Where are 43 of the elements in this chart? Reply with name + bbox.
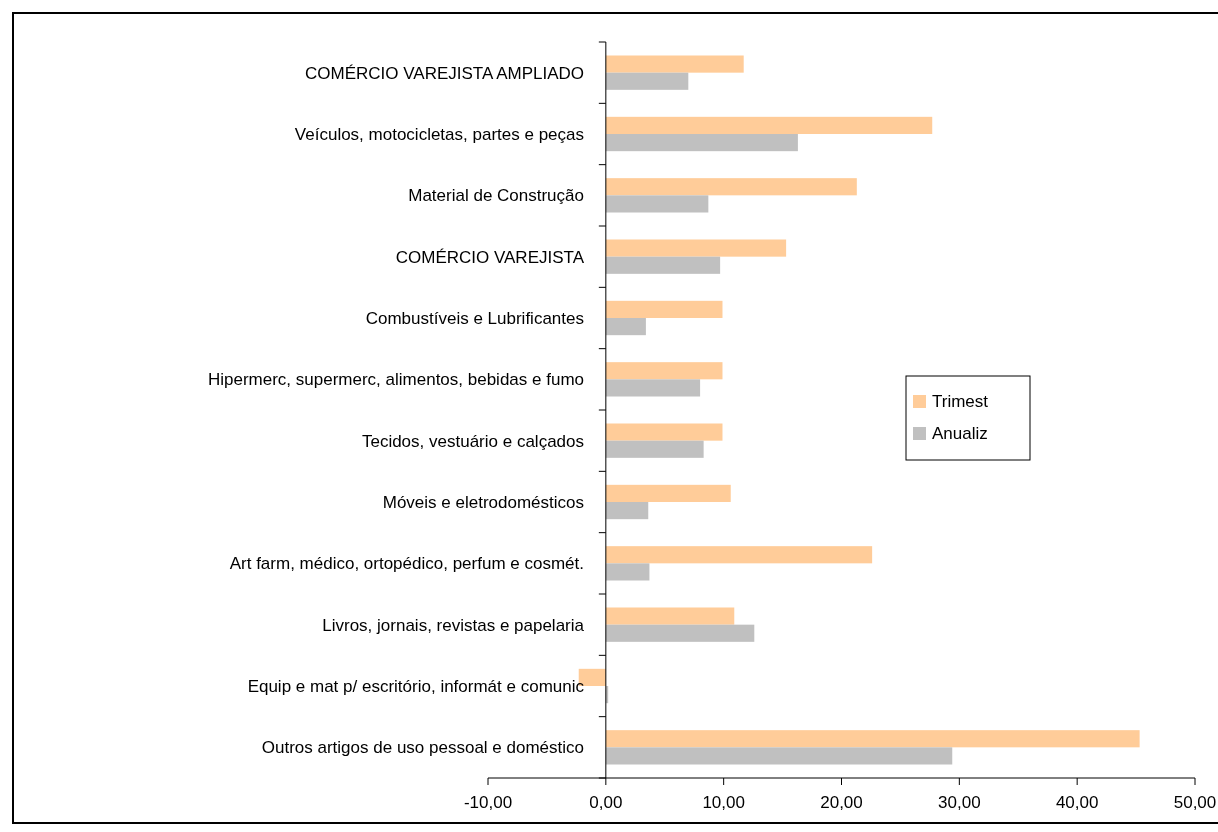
bar bbox=[605, 134, 798, 152]
legend-label: Anualiz bbox=[932, 424, 988, 443]
y-tick-label: Veículos, motocicletas, partes e peças bbox=[294, 125, 584, 144]
bar bbox=[605, 300, 723, 318]
bar bbox=[605, 423, 723, 441]
x-tick-label: 0,00 bbox=[589, 793, 623, 812]
bar bbox=[605, 730, 1140, 748]
x-tick-label: -10,00 bbox=[463, 793, 513, 812]
bar bbox=[605, 178, 857, 196]
bar bbox=[605, 116, 933, 134]
bar bbox=[605, 55, 744, 73]
y-tick-label: Art farm, médico, ortopédico, perfum e cosmét. bbox=[229, 554, 584, 574]
bar bbox=[605, 362, 723, 380]
y-tick-label: Tecidos, vestuário e calçados bbox=[361, 431, 584, 451]
bar bbox=[605, 502, 649, 520]
bar bbox=[605, 318, 646, 336]
x-tick-label: 20,00 bbox=[820, 793, 863, 812]
bar bbox=[605, 624, 755, 642]
y-tick-label: Equip e mat p/ escritório, informát e comunic bbox=[247, 677, 585, 696]
bar bbox=[605, 72, 689, 90]
y-tick-label: COMÉRCIO VAREJISTA bbox=[395, 247, 585, 267]
bar bbox=[605, 607, 735, 625]
bar bbox=[605, 195, 709, 213]
y-tick-label: Combustíveis e Lubrificantes bbox=[365, 309, 584, 328]
bar bbox=[605, 563, 650, 581]
x-tick-label: 30,00 bbox=[938, 793, 981, 812]
x-tick-label: 50,00 bbox=[1173, 793, 1217, 812]
bar bbox=[605, 546, 873, 564]
legend-label: Trimest bbox=[932, 392, 989, 411]
y-tick-label: Móveis e eletrodomésticos bbox=[382, 493, 584, 512]
y-tick-label: Livros, jornais, revistas e papelaria bbox=[322, 615, 585, 635]
y-tick-label: Hipermerc, supermerc, alimentos, bebidas e fumo bbox=[207, 370, 584, 390]
x-tick-label: 40,00 bbox=[1055, 793, 1099, 812]
bar bbox=[605, 484, 731, 502]
y-tick-label: Material de Construção bbox=[408, 186, 584, 206]
y-tick-label: Outros artigos de uso pessoal e doméstico bbox=[261, 738, 584, 758]
bar bbox=[605, 440, 704, 458]
bar bbox=[605, 256, 721, 274]
bar bbox=[605, 379, 701, 397]
y-tick-label: COMÉRCIO VAREJISTA AMPLIADO bbox=[305, 63, 584, 83]
x-tick-label: 10,00 bbox=[702, 793, 745, 812]
bar bbox=[605, 747, 953, 765]
bar bbox=[605, 239, 787, 257]
